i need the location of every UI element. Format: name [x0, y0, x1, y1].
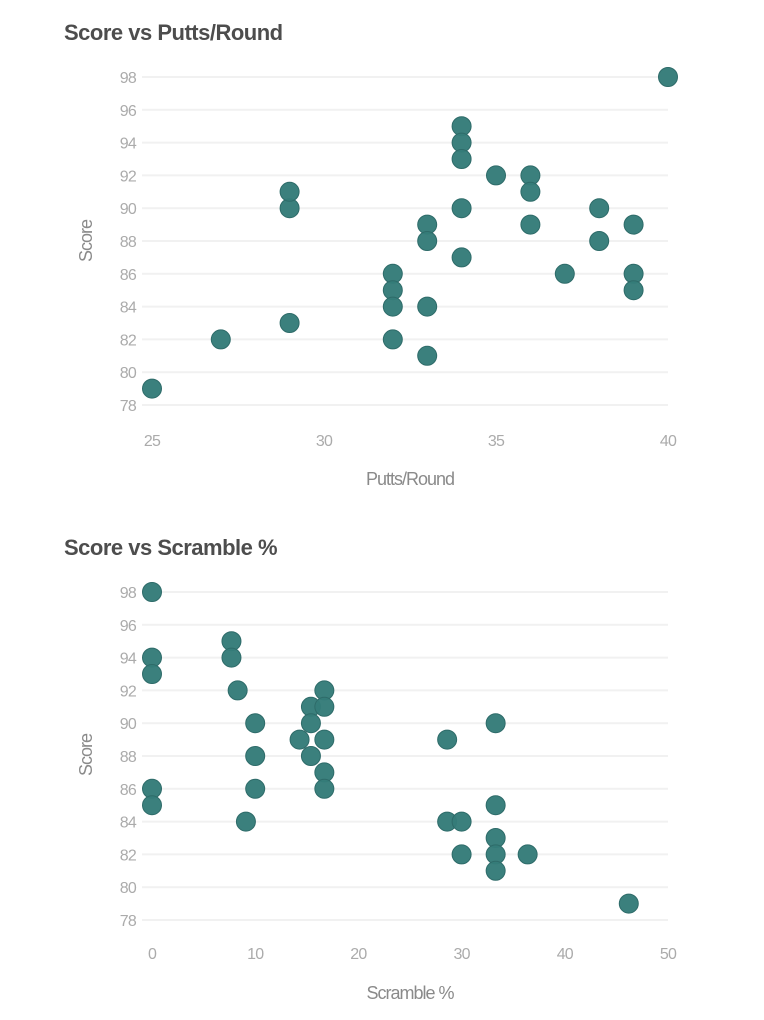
- data-point[interactable]: [451, 198, 472, 219]
- y-tick-label: 94: [120, 136, 137, 153]
- data-point[interactable]: [623, 214, 644, 235]
- y-tick-label: 96: [120, 103, 137, 120]
- data-point[interactable]: [221, 647, 242, 668]
- x-tick-label: 35: [488, 433, 505, 450]
- data-point[interactable]: [517, 844, 538, 865]
- data-point[interactable]: [300, 713, 321, 734]
- x-axis-title: Putts/Round: [366, 469, 454, 489]
- y-tick-label: 98: [120, 585, 137, 602]
- data-point[interactable]: [300, 746, 321, 766]
- data-point[interactable]: [485, 713, 506, 734]
- y-axis-title: Score: [76, 733, 96, 776]
- data-point[interactable]: [289, 729, 310, 750]
- x-tick-label: 30: [453, 946, 470, 963]
- y-tick-label: 86: [120, 267, 137, 284]
- chart-title: Score vs Putts/Round: [64, 20, 283, 45]
- y-tick-label: 92: [120, 683, 137, 700]
- data-point[interactable]: [658, 67, 678, 87]
- y-tick-label: 82: [120, 847, 137, 864]
- data-point[interactable]: [382, 329, 403, 350]
- data-point[interactable]: [142, 795, 162, 816]
- data-point[interactable]: [417, 345, 438, 366]
- data-point[interactable]: [485, 795, 506, 816]
- data-point[interactable]: [279, 181, 300, 202]
- data-point[interactable]: [227, 680, 248, 701]
- data-point[interactable]: [589, 231, 610, 251]
- data-point[interactable]: [210, 329, 231, 350]
- y-axis-title: Score: [76, 219, 96, 262]
- data-point[interactable]: [279, 313, 300, 333]
- y-tick-label: 88: [120, 749, 137, 766]
- x-tick-label: 20: [350, 946, 367, 963]
- data-point[interactable]: [382, 296, 403, 317]
- data-point[interactable]: [618, 893, 639, 914]
- y-tick-label: 78: [120, 913, 137, 930]
- chart-title: Score vs Scramble %: [64, 535, 278, 560]
- y-tick-label: 86: [120, 782, 137, 799]
- data-point[interactable]: [142, 378, 162, 399]
- data-point[interactable]: [245, 778, 266, 799]
- y-tick-label: 88: [120, 234, 137, 251]
- y-tick-label: 82: [120, 332, 137, 349]
- data-point[interactable]: [314, 729, 335, 750]
- data-point[interactable]: [142, 664, 162, 684]
- data-point[interactable]: [314, 696, 335, 717]
- data-point[interactable]: [554, 263, 575, 284]
- data-point[interactable]: [235, 811, 256, 832]
- data-point[interactable]: [520, 181, 541, 202]
- data-point[interactable]: [417, 296, 438, 317]
- data-point[interactable]: [623, 280, 644, 301]
- y-tick-label: 94: [120, 651, 137, 668]
- data-point[interactable]: [451, 149, 472, 169]
- x-tick-label: 40: [557, 946, 574, 963]
- y-tick-label: 92: [120, 168, 137, 185]
- data-point[interactable]: [437, 729, 458, 750]
- data-point[interactable]: [451, 844, 472, 865]
- x-tick-label: 50: [660, 946, 677, 963]
- y-tick-label: 90: [120, 716, 137, 733]
- data-point[interactable]: [589, 198, 610, 219]
- x-tick-label: 25: [144, 433, 161, 450]
- x-tick-label: 40: [660, 433, 677, 450]
- data-point[interactable]: [314, 778, 335, 799]
- data-point[interactable]: [245, 746, 266, 766]
- x-tick-label: 0: [148, 946, 157, 963]
- data-point[interactable]: [451, 247, 472, 268]
- y-tick-label: 78: [120, 398, 137, 415]
- y-tick-label: 90: [120, 201, 137, 218]
- y-tick-label: 84: [120, 300, 137, 317]
- y-tick-label: 80: [120, 365, 137, 382]
- y-tick-label: 98: [120, 70, 137, 87]
- chart-putts: Score vs Putts/Round 78 80 82 84 86 88 90 92 94 9…: [64, 20, 678, 489]
- data-point[interactable]: [451, 811, 472, 832]
- x-tick-label: 10: [247, 946, 264, 963]
- x-axis-title: Scramble %: [366, 983, 454, 1003]
- data-point[interactable]: [417, 231, 438, 251]
- data-point[interactable]: [485, 860, 506, 881]
- data-point[interactable]: [486, 165, 506, 186]
- scatter-plot: 78 80 82 84 86 88 90 92 94 96 98 25 30 35 40 Putts/Roun…: [76, 67, 678, 489]
- y-tick-label: 84: [120, 815, 137, 832]
- data-point[interactable]: [245, 713, 266, 734]
- data-point[interactable]: [520, 214, 541, 235]
- y-tick-label: 80: [120, 880, 137, 897]
- x-tick-label: 30: [316, 433, 333, 450]
- data-point[interactable]: [142, 582, 162, 602]
- y-tick-label: 96: [120, 618, 137, 635]
